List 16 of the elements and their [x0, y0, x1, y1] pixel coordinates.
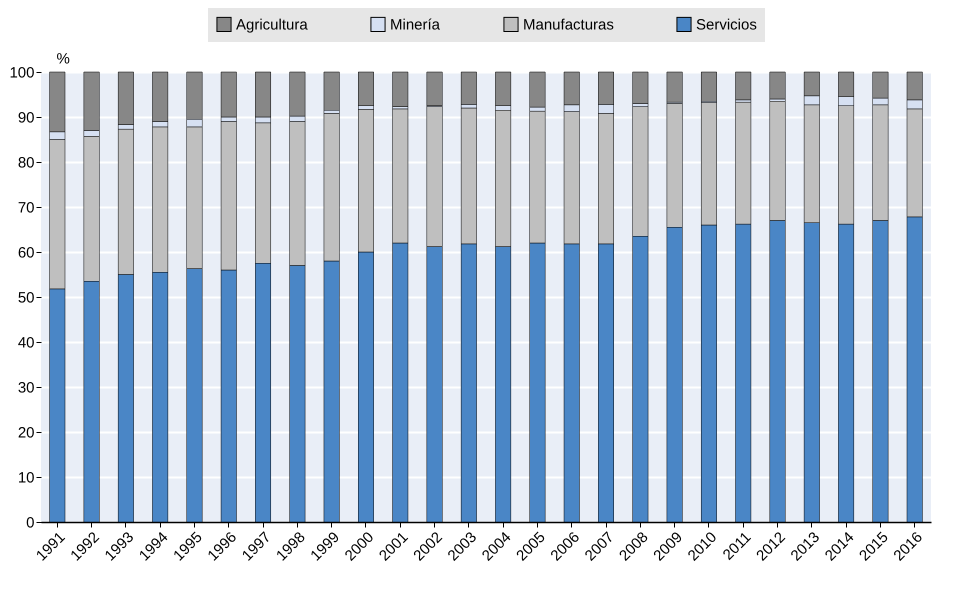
- y-tick-label: 70: [18, 200, 34, 216]
- y-tick-label: 0: [26, 514, 34, 532]
- y-tick-label: 60: [18, 244, 34, 262]
- y-tick-label: 40: [18, 334, 34, 352]
- y-axis-title: %: [56, 50, 70, 68]
- y-tick-label: 100: [9, 64, 34, 82]
- y-tick-label: 10: [18, 470, 34, 486]
- legend-label: Minería: [390, 16, 441, 34]
- y-tick-label: 50: [18, 290, 34, 306]
- y-tick-label: 30: [18, 380, 34, 396]
- legend-label: Agricultura: [236, 16, 308, 34]
- y-tick-label: 90: [18, 110, 34, 126]
- y-tick-label: 20: [18, 424, 34, 442]
- y-tick-label: 80: [18, 154, 34, 172]
- legend-label: Manufacturas: [523, 16, 614, 34]
- legend-label: Servicios: [696, 16, 757, 34]
